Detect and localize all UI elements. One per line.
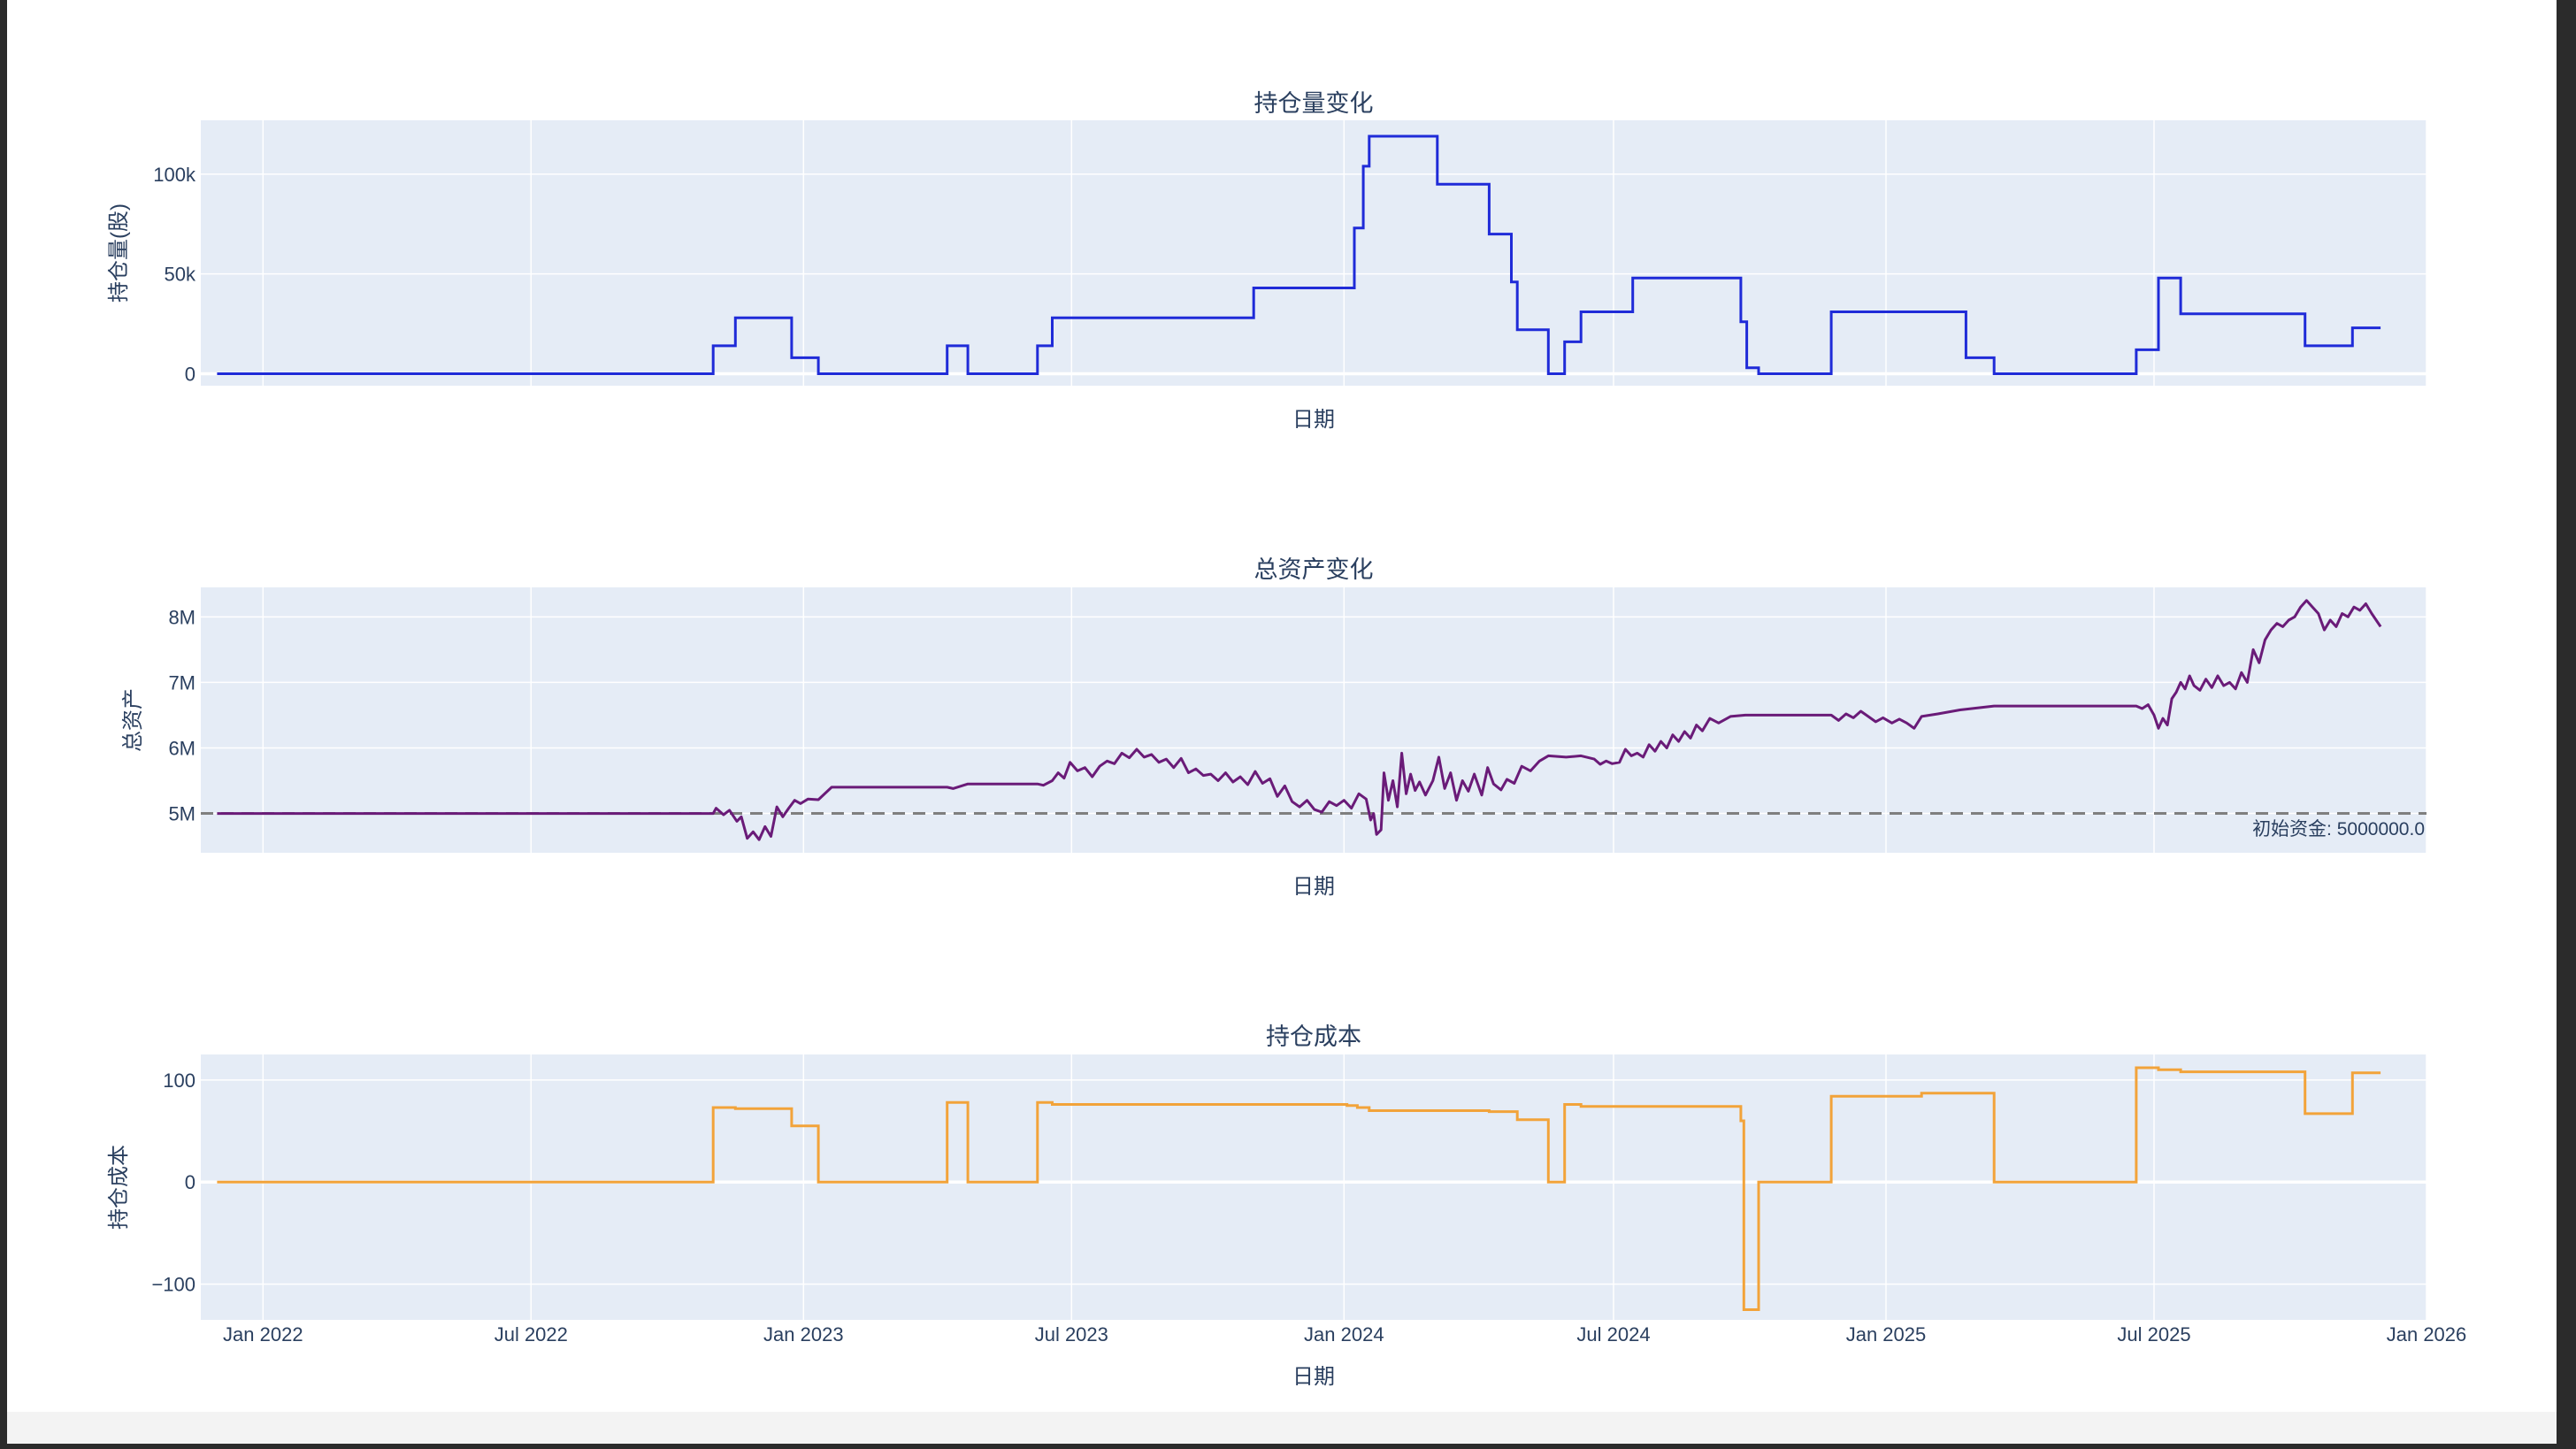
x-tick-label: Jul 2024	[1576, 1323, 1650, 1346]
holding-volume-panel: 0 50k 100k 持仓量变化 日期 持仓量(股)	[107, 90, 2427, 432]
x-tick-label: Jan 2026	[2387, 1323, 2467, 1346]
x-tick-label: Jul 2022	[494, 1323, 568, 1346]
holding-cost-line	[217, 1066, 2381, 1311]
y-tick-labels: 0 50k 100k	[153, 164, 196, 386]
chart-title: 持仓成本	[1266, 1024, 1361, 1050]
x-gridlines	[262, 587, 2427, 853]
y-tick-label: 8M	[168, 606, 196, 628]
y-tick-label: 6M	[168, 737, 196, 759]
y-tick-label: 0	[185, 1171, 196, 1193]
plot-area	[201, 120, 2426, 386]
y-tick-label: 100k	[153, 164, 196, 186]
chart-title: 总资产变化	[1254, 556, 1374, 583]
y-axis-title: 持仓量(股)	[107, 203, 131, 303]
y-tick-label: 0	[185, 363, 196, 385]
y-tick-label: 50k	[165, 264, 196, 286]
x-axis-title: 日期	[1292, 1365, 1335, 1389]
holding-volume-line	[217, 134, 2381, 375]
y-tick-label: 100	[163, 1070, 196, 1092]
y-tick-label: −100	[151, 1274, 196, 1296]
x-axis-title: 日期	[1292, 875, 1335, 899]
chart-title: 持仓量变化	[1254, 90, 1374, 117]
y-axis-title: 总资产	[121, 688, 145, 752]
x-tick-labels: Jan 2022 Jul 2022 Jan 2023 Jul 2023 Jan 2024…	[223, 1323, 2466, 1346]
plot-area	[201, 1054, 2426, 1320]
holding-cost-panel: −100 0 100 Jan 2022 Jul 2022 Jan 2023 Jul 202…	[107, 1024, 2466, 1389]
total-assets-panel: 5M 6M 7M 8M 初始资金: 5000000.0 总资产变化 日期 总资产	[121, 556, 2427, 899]
y-tick-label: 5M	[168, 803, 196, 825]
x-tick-label: Jan 2025	[1846, 1323, 1927, 1346]
x-tick-label: Jan 2023	[763, 1323, 844, 1346]
x-tick-label: Jan 2024	[1304, 1323, 1384, 1346]
x-axis-title: 日期	[1292, 408, 1335, 432]
y-tick-labels: 5M 6M 7M 8M	[168, 606, 196, 824]
window-bottom-strip	[7, 1412, 2557, 1444]
y-tick-label: 7M	[168, 671, 196, 694]
x-tick-label: Jul 2025	[2117, 1323, 2190, 1346]
x-gridlines	[262, 1054, 2427, 1320]
initial-capital-annotation: 初始资金: 5000000.0	[2252, 819, 2425, 840]
x-tick-label: Jul 2023	[1035, 1323, 1108, 1346]
x-gridlines	[262, 120, 2427, 386]
x-tick-label: Jan 2022	[223, 1323, 303, 1346]
y-tick-labels: −100 0 100	[151, 1070, 196, 1296]
total-assets-line	[217, 599, 2382, 841]
y-axis-title: 持仓成本	[107, 1145, 131, 1230]
